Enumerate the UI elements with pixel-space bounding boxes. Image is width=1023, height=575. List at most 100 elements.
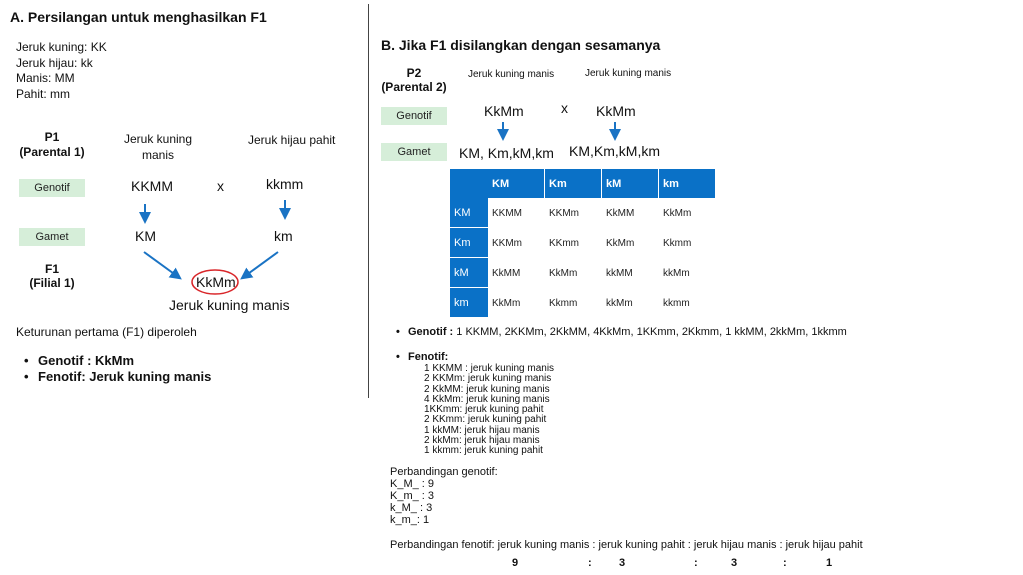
- table-cell: KkMm: [492, 297, 521, 309]
- f1-title: F1: [44, 262, 59, 276]
- list-item: 2 KKmm: jeruk kuning pahit: [424, 414, 547, 426]
- gamete-parent2: km: [274, 228, 293, 244]
- table-cell: KKMM: [492, 207, 522, 219]
- list-item: k_M_ : 3: [390, 502, 433, 514]
- legend-line: Manis: MM: [16, 71, 75, 85]
- p2-title: P2: [406, 66, 422, 80]
- column-header: kM: [602, 169, 659, 198]
- gamete-parent1: KM: [135, 228, 156, 244]
- list-item: 1 kkmm: jeruk kuning pahit: [424, 445, 543, 457]
- table-corner: [450, 169, 488, 198]
- genotype-parent-a: KkMm: [484, 103, 524, 119]
- list-item: Genotif : KkMm: [24, 353, 211, 369]
- p1-label: P1 (Parental 1): [14, 130, 90, 160]
- f1-phenotype: Jeruk kuning manis: [169, 297, 290, 313]
- section-a-heading: A. Persilangan untuk menghasilkan F1: [10, 9, 267, 25]
- legend-line: Jeruk hijau: kk: [16, 55, 93, 70]
- gamet-label: Gamet: [19, 228, 85, 246]
- genotif-label-b: Genotif: [381, 107, 447, 125]
- table-cell: kkMm: [663, 267, 690, 279]
- list-item: k_m_: 1: [390, 514, 430, 526]
- table-cell: Kkmm: [549, 297, 578, 309]
- gamet-label-b: Gamet: [381, 143, 447, 161]
- f1-subtitle: (Filial 1): [29, 276, 75, 290]
- phenotype-list: 1 KKMM : jeruk kuning manis 2 KKMm: jeru…: [424, 363, 555, 457]
- table-cell: kkMm: [606, 297, 633, 309]
- p1-title: P1: [44, 130, 60, 144]
- phenotype-ratio-title: Perbandingan fenotif: jeruk kuning manis…: [390, 539, 863, 551]
- table-cell: KkMm: [549, 267, 578, 279]
- parent-a-name: Jeruk kuning manis: [468, 69, 555, 80]
- genotype-ratio-title: Perbandingan genotif:: [390, 466, 498, 478]
- highlight-circle-icon: [191, 269, 239, 295]
- list-item: 4 KkMm: jeruk kuning manis: [424, 393, 550, 405]
- cross-symbol: x: [217, 178, 224, 194]
- section-b-heading: B. Jika F1 disilangkan dengan sesamanya: [381, 37, 661, 53]
- genotif-summary: • Genotif : 1 KKMM, 2KKMm, 2KkMM, 4KkMm, …: [396, 326, 847, 338]
- table-cell: KKMm: [549, 207, 579, 219]
- table-cell: kkmm: [663, 297, 690, 309]
- table-row: KM KKMM KKMm KkMM KkMm: [450, 198, 716, 228]
- list-item: Fenotif: Jeruk kuning manis: [24, 369, 211, 385]
- list-item: 1 kkMM: jeruk hijau manis: [424, 424, 540, 436]
- ratio-separator: :: [588, 557, 592, 569]
- table-cell: KKMm: [492, 237, 522, 249]
- p1-subtitle: (Parental 1): [19, 145, 85, 159]
- p2-label: P2 (Parental 2): [380, 66, 448, 94]
- genotif-summary-label: Genotif :: [408, 326, 454, 338]
- f1-label: F1 (Filial 1): [14, 262, 90, 290]
- parent1-name: Jeruk kuning manis: [110, 131, 206, 163]
- genotif-label: Genotif: [19, 179, 85, 197]
- list-item: K_m_ : 3: [390, 490, 435, 502]
- ratio-value: 9: [512, 557, 519, 569]
- table-cell: KkMm: [663, 207, 692, 219]
- list-item: 2 KkMM: jeruk kuning manis: [424, 383, 550, 395]
- table-header-row: KM Km kM km: [450, 169, 716, 198]
- gametes-parent-a: KM, Km,kM,km: [459, 145, 554, 161]
- column-header: KM: [488, 169, 545, 198]
- f1-genotype: KkMm: [196, 274, 236, 290]
- p2-subtitle: (Parental 2): [381, 80, 447, 94]
- genotif-summary-text: 1 KKMM, 2KKMm, 2KkMM, 4KkMm, 1KKmm, 2Kkm…: [456, 326, 847, 338]
- row-header: KM: [450, 198, 488, 228]
- column-header: Km: [545, 169, 602, 198]
- ratio-separator: :: [694, 557, 698, 569]
- table-cell: kkMM: [606, 267, 633, 279]
- row-header: km: [450, 288, 488, 318]
- summary-list: Genotif : KkMm Fenotif: Jeruk kuning man…: [24, 353, 211, 385]
- genotype-parent-b: KkMm: [596, 103, 636, 119]
- table-cell: KkMm: [606, 237, 635, 249]
- list-item: 1 KKMM : jeruk kuning manis: [424, 363, 555, 374]
- parent1-name-line2: manis: [141, 148, 174, 162]
- genotype-parent2: kkmm: [266, 176, 304, 192]
- list-item: 1KKmm: jeruk kuning pahit: [424, 404, 544, 416]
- summary-intro: Keturunan pertama (F1) diperoleh: [16, 325, 197, 339]
- column-header: km: [659, 169, 716, 198]
- ratio-value: 3: [731, 557, 738, 569]
- table-row: kM KkMM KkMm kkMM kkMm: [450, 258, 716, 288]
- left-arrows: [139, 200, 291, 295]
- punnett-square: KM Km kM km KM KKMM KKMm KkMM KkMm Km KK…: [450, 169, 716, 318]
- fenotif-summary: • Fenotif:: [396, 351, 449, 363]
- parent1-name-line1: Jeruk kuning: [123, 132, 193, 146]
- gametes-parent-b: KM,Km,kM,km: [569, 143, 660, 159]
- allele-legend: Jeruk kuning: KK Jeruk hijau: kk Manis: …: [16, 40, 107, 102]
- ratio-value: 1: [826, 557, 833, 569]
- table-cell: KkMM: [606, 207, 635, 219]
- table-row: Km KKMm KKmm KkMm Kkmm: [450, 228, 716, 258]
- parent-b-name: Jeruk kuning manis: [585, 68, 672, 79]
- parent2-name: Jeruk hijau pahit: [248, 133, 336, 147]
- table-row: km KkMm Kkmm kkMm kkmm: [450, 288, 716, 318]
- list-item: 2 kkMm: jeruk hijau manis: [424, 435, 540, 447]
- ratio-separator: :: [783, 557, 787, 569]
- row-header: kM: [450, 258, 488, 288]
- list-item: 2 KKMm: jeruk kuning manis: [424, 373, 552, 385]
- arrow-diagonal-icon: [143, 251, 182, 280]
- ratio-value: 3: [619, 557, 626, 569]
- arrow-diagonal-icon: [240, 251, 279, 280]
- row-header: Km: [450, 228, 488, 258]
- genotype-ratio: Perbandingan genotif: K_M_ : 9 K_m_ : 3 …: [390, 466, 498, 526]
- legend-line: Pahit: mm: [16, 86, 71, 101]
- section-divider: [368, 4, 369, 398]
- table-cell: KkMM: [492, 267, 521, 279]
